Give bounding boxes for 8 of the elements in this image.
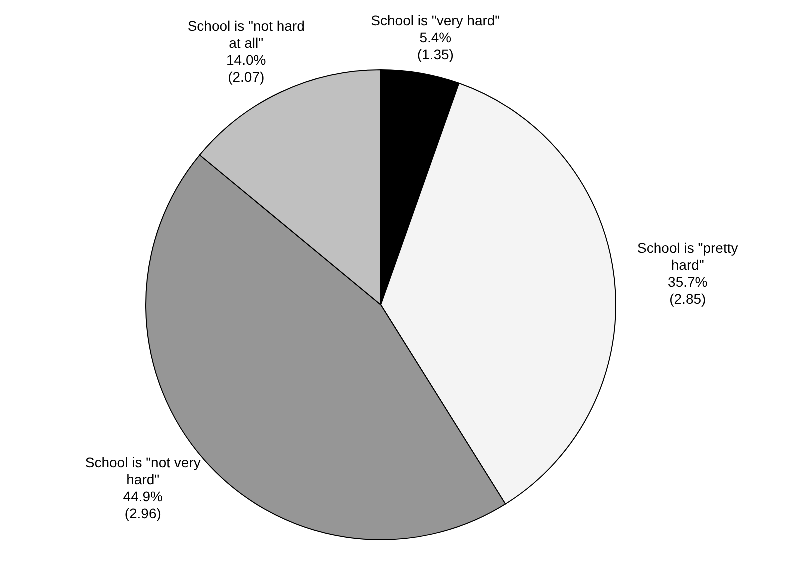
data-label: 44.9% (2.96) <box>123 488 163 522</box>
data-label: 5.4% (1.35) <box>417 29 454 62</box>
slice-label: School is "not hard at all" <box>188 18 305 52</box>
slice-label: School is "very hard" <box>371 12 500 28</box>
slice-label: School is "not very hard" <box>85 454 201 488</box>
data-label: 14.0% (2.07) <box>226 52 266 86</box>
slice-label: School is "pretty hard" <box>638 240 738 273</box>
data-label: 35.7% (2.85) <box>668 274 708 307</box>
